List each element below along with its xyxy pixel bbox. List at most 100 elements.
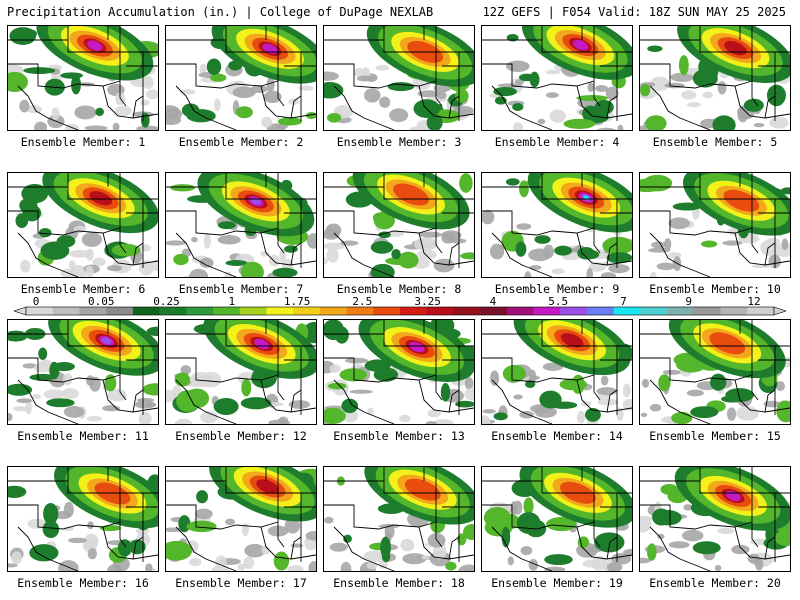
precip-map bbox=[166, 173, 316, 277]
ensemble-map-panel bbox=[323, 25, 475, 131]
ensemble-member-label: Ensemble Member: 1 bbox=[20, 135, 146, 149]
ensemble-map-panel bbox=[481, 172, 633, 278]
colorbar-swatch bbox=[506, 307, 534, 315]
colorbar-swatch bbox=[453, 307, 481, 315]
colorbar-swatch bbox=[79, 307, 107, 315]
colorbar-swatch bbox=[293, 307, 321, 315]
ensemble-member-label: Ensemble Member: 18 bbox=[333, 576, 465, 590]
ensemble-map-panel bbox=[481, 466, 633, 572]
ensemble-map-panel bbox=[323, 319, 475, 425]
colorbar-swatch bbox=[613, 307, 641, 315]
precip-map bbox=[324, 320, 474, 424]
colorbar-swatch bbox=[587, 307, 615, 315]
colorbar-swatch bbox=[667, 307, 695, 315]
colorbar-tick-label: 9 bbox=[685, 297, 692, 308]
ensemble-member-label: Ensemble Member: 2 bbox=[178, 135, 304, 149]
colorbar-swatch bbox=[693, 307, 721, 315]
ensemble-member-label: Ensemble Member: 11 bbox=[17, 429, 149, 443]
ensemble-member-label: Ensemble Member: 13 bbox=[333, 429, 465, 443]
ensemble-map-panel bbox=[7, 25, 159, 131]
colorbar-swatch bbox=[266, 307, 294, 315]
colorbar-swatch bbox=[52, 307, 80, 315]
colorbar-swatch bbox=[560, 307, 588, 315]
precip-map bbox=[8, 320, 158, 424]
ensemble-member-label: Ensemble Member: 14 bbox=[491, 429, 623, 443]
precip-map bbox=[324, 467, 474, 571]
colorbar-swatch bbox=[186, 307, 214, 315]
ensemble-map-panel bbox=[323, 172, 475, 278]
ensemble-member-label: Ensemble Member: 10 bbox=[649, 282, 781, 296]
colorbar-swatch bbox=[533, 307, 561, 315]
ensemble-member-label: Ensemble Member: 3 bbox=[336, 135, 462, 149]
ensemble-member-label: Ensemble Member: 19 bbox=[491, 576, 623, 590]
ensemble-map-panel bbox=[7, 172, 159, 278]
ensemble-map-panel bbox=[639, 172, 791, 278]
ensemble-map-panel bbox=[481, 25, 633, 131]
precip-map bbox=[324, 173, 474, 277]
precip-map bbox=[166, 320, 316, 424]
colorbar-swatch bbox=[26, 307, 54, 315]
ensemble-member-label: Ensemble Member: 15 bbox=[649, 429, 781, 443]
ensemble-map-panel bbox=[165, 25, 317, 131]
colorbar-tick-label: 2.5 bbox=[352, 297, 372, 308]
colorbar-tick-label: 1 bbox=[229, 297, 236, 308]
colorbar-swatch bbox=[239, 307, 267, 315]
ensemble-member-label: Ensemble Member: 6 bbox=[20, 282, 146, 296]
colorbar-tick-label: 0.25 bbox=[153, 297, 180, 308]
ensemble-map-panel bbox=[165, 319, 317, 425]
ensemble-map-panel bbox=[639, 25, 791, 131]
precip-map bbox=[482, 173, 632, 277]
ensemble-member-label: Ensemble Member: 9 bbox=[494, 282, 620, 296]
colorbar-swatch bbox=[747, 307, 775, 315]
ensemble-member-label: Ensemble Member: 17 bbox=[175, 576, 307, 590]
colorbar-swatch bbox=[106, 307, 134, 315]
ensemble-member-label: Ensemble Member: 20 bbox=[649, 576, 781, 590]
precip-map bbox=[640, 320, 790, 424]
precip-map bbox=[640, 26, 790, 130]
ensemble-map-panel bbox=[323, 466, 475, 572]
run-valid-time: 12Z GEFS | F054 Valid: 18Z SUN MAY 25 20… bbox=[482, 5, 786, 19]
colorbar-swatch bbox=[400, 307, 428, 315]
precip-map bbox=[8, 173, 158, 277]
ensemble-map-panel bbox=[165, 466, 317, 572]
ensemble-member-label: Ensemble Member: 5 bbox=[652, 135, 778, 149]
precip-map bbox=[8, 26, 158, 130]
colorbar-swatch bbox=[213, 307, 241, 315]
precip-map bbox=[166, 467, 316, 571]
colorbar-tick-label: 1.75 bbox=[284, 297, 311, 308]
precip-map bbox=[482, 467, 632, 571]
ensemble-member-label: Ensemble Member: 4 bbox=[494, 135, 620, 149]
color-scale-bar: 0 0.05 0.25 1 1.75 2.5 3.25 4 5.5 7 9 12 bbox=[14, 297, 786, 316]
precip-map bbox=[482, 26, 632, 130]
colorbar-tick-label: 3.25 bbox=[414, 297, 441, 308]
precip-map bbox=[8, 467, 158, 571]
colorbar-tick-label: 5.5 bbox=[548, 297, 568, 308]
colorbar-swatch bbox=[346, 307, 374, 315]
colorbar-tick-label: 12 bbox=[747, 297, 760, 308]
precip-map bbox=[324, 26, 474, 130]
ensemble-member-label: Ensemble Member: 16 bbox=[17, 576, 149, 590]
map-title: Precipitation Accumulation (in.) | Colle… bbox=[7, 5, 434, 19]
colorbar-swatch bbox=[426, 307, 454, 315]
colorbar-swatch bbox=[480, 307, 508, 315]
ensemble-map-panel bbox=[639, 466, 791, 572]
precip-map bbox=[166, 26, 316, 130]
colorbar-swatch bbox=[640, 307, 668, 315]
ensemble-member-label: Ensemble Member: 12 bbox=[175, 429, 307, 443]
ensemble-map-panel bbox=[165, 172, 317, 278]
precip-map bbox=[640, 467, 790, 571]
ensemble-member-label: Ensemble Member: 8 bbox=[336, 282, 462, 296]
colorbar-swatch bbox=[373, 307, 401, 315]
colorbar-swatch bbox=[132, 307, 160, 315]
colorbar-swatch bbox=[319, 307, 347, 315]
colorbar-tick-label: 0.05 bbox=[88, 297, 115, 308]
ensemble-map-panel bbox=[7, 466, 159, 572]
precip-map bbox=[640, 173, 790, 277]
ensemble-member-label: Ensemble Member: 7 bbox=[178, 282, 304, 296]
colorbar-tick-label: 4 bbox=[490, 297, 497, 308]
ensemble-map-panel bbox=[7, 319, 159, 425]
colorbar-tick-label: 0 bbox=[33, 297, 40, 308]
colorbar-swatch bbox=[159, 307, 187, 315]
precip-map bbox=[482, 320, 632, 424]
ensemble-map-panel bbox=[481, 319, 633, 425]
